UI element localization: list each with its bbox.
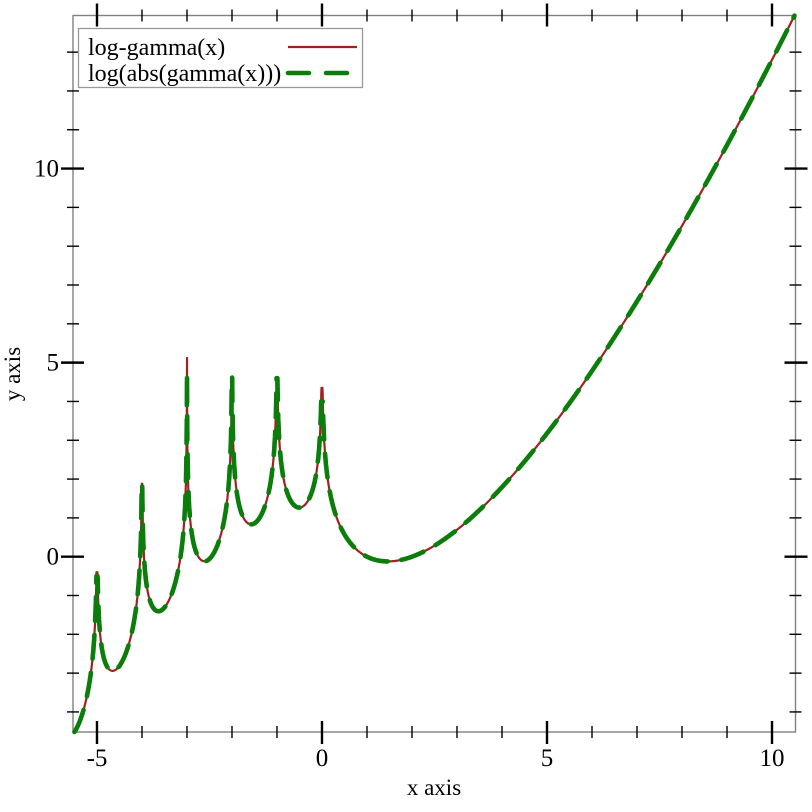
x-tick-label: 10: [760, 745, 785, 772]
x-tick-label: 5: [541, 745, 554, 772]
legend-label-log-abs-gamma: log(abs(gamma(x))): [88, 61, 281, 87]
x-tick-label: 0: [316, 745, 329, 772]
legend: log-gamma(x) log(abs(gamma(x))): [77, 27, 364, 89]
y-tick-label: 0: [47, 544, 60, 571]
y-tick-label: 5: [47, 350, 60, 377]
y-tick-label: 10: [34, 156, 59, 183]
x-tick-label: -5: [87, 745, 108, 772]
axis-ticks: -5 0 5 10 0 5 10: [34, 3, 808, 772]
legend-box: [77, 27, 364, 89]
plot-frame: [72, 14, 797, 733]
log-abs-gamma-curve: [72, 13, 797, 735]
legend-label-log-gamma: log-gamma(x): [88, 35, 225, 61]
log-gamma-curve: [73, 14, 796, 734]
x-axis-label: x axis: [407, 775, 461, 800]
y-axis-label: y axis: [0, 347, 25, 401]
